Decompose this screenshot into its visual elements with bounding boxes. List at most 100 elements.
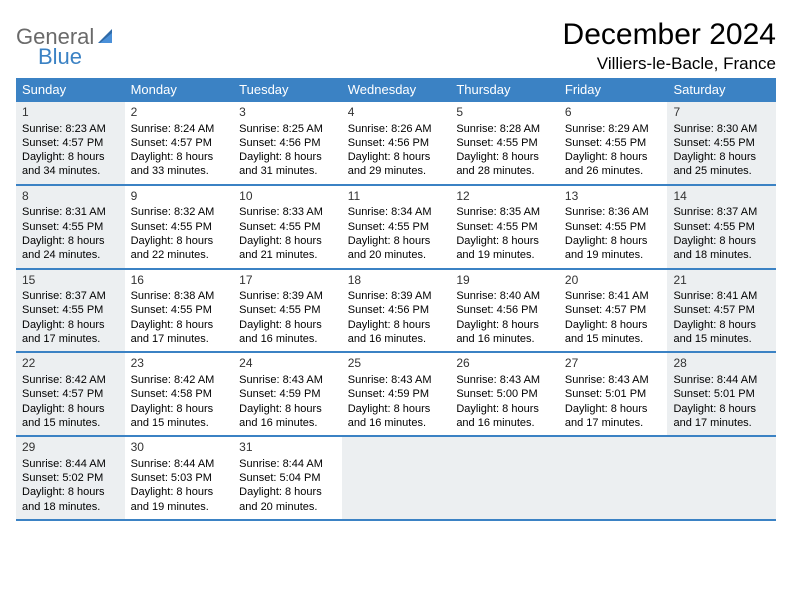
day-cell-14: 14Sunrise: 8:37 AMSunset: 4:55 PMDayligh… [667, 186, 776, 268]
sunrise-line: Sunrise: 8:44 AM [673, 373, 772, 387]
empty-cell [667, 437, 776, 519]
sunrise-line: Sunrise: 8:44 AM [239, 457, 338, 471]
day-cell-8: 8Sunrise: 8:31 AMSunset: 4:55 PMDaylight… [16, 186, 125, 268]
sunset-line: Sunset: 4:55 PM [456, 136, 555, 150]
day-number: 20 [565, 273, 664, 289]
dow-thursday: Thursday [450, 78, 559, 102]
daylight-line: Daylight: 8 hours and 15 minutes. [22, 402, 121, 431]
day-cell-1: 1Sunrise: 8:23 AMSunset: 4:57 PMDaylight… [16, 102, 125, 184]
sunrise-line: Sunrise: 8:42 AM [22, 373, 121, 387]
sunrise-line: Sunrise: 8:40 AM [456, 289, 555, 303]
sunrise-line: Sunrise: 8:44 AM [131, 457, 230, 471]
daylight-line: Daylight: 8 hours and 17 minutes. [565, 402, 664, 431]
day-cell-11: 11Sunrise: 8:34 AMSunset: 4:55 PMDayligh… [342, 186, 451, 268]
day-number: 8 [22, 189, 121, 205]
sunset-line: Sunset: 5:00 PM [456, 387, 555, 401]
sunrise-line: Sunrise: 8:37 AM [22, 289, 121, 303]
dow-tuesday: Tuesday [233, 78, 342, 102]
sunset-line: Sunset: 4:57 PM [673, 303, 772, 317]
daylight-line: Daylight: 8 hours and 24 minutes. [22, 234, 121, 263]
day-cell-6: 6Sunrise: 8:29 AMSunset: 4:55 PMDaylight… [559, 102, 668, 184]
sunset-line: Sunset: 4:57 PM [131, 136, 230, 150]
daylight-line: Daylight: 8 hours and 15 minutes. [131, 402, 230, 431]
day-cell-3: 3Sunrise: 8:25 AMSunset: 4:56 PMDaylight… [233, 102, 342, 184]
day-number: 12 [456, 189, 555, 205]
day-number: 2 [131, 105, 230, 121]
sunrise-line: Sunrise: 8:35 AM [456, 205, 555, 219]
week-row: 29Sunrise: 8:44 AMSunset: 5:02 PMDayligh… [16, 437, 776, 521]
sunrise-line: Sunrise: 8:41 AM [565, 289, 664, 303]
day-number: 9 [131, 189, 230, 205]
sunset-line: Sunset: 5:02 PM [22, 471, 121, 485]
sunrise-line: Sunrise: 8:37 AM [673, 205, 772, 219]
day-cell-4: 4Sunrise: 8:26 AMSunset: 4:56 PMDaylight… [342, 102, 451, 184]
day-cell-21: 21Sunrise: 8:41 AMSunset: 4:57 PMDayligh… [667, 270, 776, 352]
sunrise-line: Sunrise: 8:43 AM [239, 373, 338, 387]
day-cell-22: 22Sunrise: 8:42 AMSunset: 4:57 PMDayligh… [16, 353, 125, 435]
day-number: 21 [673, 273, 772, 289]
day-cell-18: 18Sunrise: 8:39 AMSunset: 4:56 PMDayligh… [342, 270, 451, 352]
day-cell-24: 24Sunrise: 8:43 AMSunset: 4:59 PMDayligh… [233, 353, 342, 435]
sunset-line: Sunset: 4:55 PM [565, 136, 664, 150]
sunset-line: Sunset: 4:55 PM [239, 220, 338, 234]
daylight-line: Daylight: 8 hours and 16 minutes. [348, 402, 447, 431]
sunset-line: Sunset: 4:55 PM [673, 136, 772, 150]
day-number: 3 [239, 105, 338, 121]
empty-cell [559, 437, 668, 519]
sunset-line: Sunset: 5:03 PM [131, 471, 230, 485]
sunset-line: Sunset: 4:55 PM [22, 220, 121, 234]
week-row: 8Sunrise: 8:31 AMSunset: 4:55 PMDaylight… [16, 186, 776, 270]
sunset-line: Sunset: 4:56 PM [348, 303, 447, 317]
sunset-line: Sunset: 4:57 PM [565, 303, 664, 317]
sunset-line: Sunset: 4:55 PM [22, 303, 121, 317]
sunset-line: Sunset: 4:56 PM [239, 136, 338, 150]
sunrise-line: Sunrise: 8:28 AM [456, 122, 555, 136]
empty-cell [342, 437, 451, 519]
daylight-line: Daylight: 8 hours and 16 minutes. [456, 402, 555, 431]
dow-monday: Monday [125, 78, 234, 102]
sunset-line: Sunset: 4:56 PM [348, 136, 447, 150]
daylight-line: Daylight: 8 hours and 16 minutes. [239, 318, 338, 347]
day-cell-13: 13Sunrise: 8:36 AMSunset: 4:55 PMDayligh… [559, 186, 668, 268]
daylight-line: Daylight: 8 hours and 16 minutes. [348, 318, 447, 347]
sunset-line: Sunset: 4:55 PM [456, 220, 555, 234]
daylight-line: Daylight: 8 hours and 31 minutes. [239, 150, 338, 179]
day-cell-26: 26Sunrise: 8:43 AMSunset: 5:00 PMDayligh… [450, 353, 559, 435]
daylight-line: Daylight: 8 hours and 28 minutes. [456, 150, 555, 179]
sunrise-line: Sunrise: 8:43 AM [348, 373, 447, 387]
day-cell-5: 5Sunrise: 8:28 AMSunset: 4:55 PMDaylight… [450, 102, 559, 184]
day-number: 17 [239, 273, 338, 289]
day-number: 22 [22, 356, 121, 372]
sunrise-line: Sunrise: 8:38 AM [131, 289, 230, 303]
dow-wednesday: Wednesday [342, 78, 451, 102]
sunset-line: Sunset: 4:59 PM [239, 387, 338, 401]
daylight-line: Daylight: 8 hours and 25 minutes. [673, 150, 772, 179]
empty-cell [450, 437, 559, 519]
sunrise-line: Sunrise: 8:43 AM [456, 373, 555, 387]
daylight-line: Daylight: 8 hours and 15 minutes. [565, 318, 664, 347]
sunset-line: Sunset: 4:55 PM [348, 220, 447, 234]
sunset-line: Sunset: 4:55 PM [131, 220, 230, 234]
day-cell-28: 28Sunrise: 8:44 AMSunset: 5:01 PMDayligh… [667, 353, 776, 435]
day-cell-12: 12Sunrise: 8:35 AMSunset: 4:55 PMDayligh… [450, 186, 559, 268]
daylight-line: Daylight: 8 hours and 16 minutes. [239, 402, 338, 431]
sunrise-line: Sunrise: 8:25 AM [239, 122, 338, 136]
sunrise-line: Sunrise: 8:32 AM [131, 205, 230, 219]
day-cell-25: 25Sunrise: 8:43 AMSunset: 4:59 PMDayligh… [342, 353, 451, 435]
daylight-line: Daylight: 8 hours and 26 minutes. [565, 150, 664, 179]
day-number: 1 [22, 105, 121, 121]
day-cell-10: 10Sunrise: 8:33 AMSunset: 4:55 PMDayligh… [233, 186, 342, 268]
day-cell-30: 30Sunrise: 8:44 AMSunset: 5:03 PMDayligh… [125, 437, 234, 519]
daylight-line: Daylight: 8 hours and 29 minutes. [348, 150, 447, 179]
sunset-line: Sunset: 4:57 PM [22, 136, 121, 150]
sunset-line: Sunset: 4:56 PM [456, 303, 555, 317]
daylight-line: Daylight: 8 hours and 22 minutes. [131, 234, 230, 263]
sunrise-line: Sunrise: 8:33 AM [239, 205, 338, 219]
daylight-line: Daylight: 8 hours and 18 minutes. [673, 234, 772, 263]
sunset-line: Sunset: 4:59 PM [348, 387, 447, 401]
day-number: 5 [456, 105, 555, 121]
sunrise-line: Sunrise: 8:43 AM [565, 373, 664, 387]
sunset-line: Sunset: 5:01 PM [673, 387, 772, 401]
sunrise-line: Sunrise: 8:31 AM [22, 205, 121, 219]
day-number: 28 [673, 356, 772, 372]
